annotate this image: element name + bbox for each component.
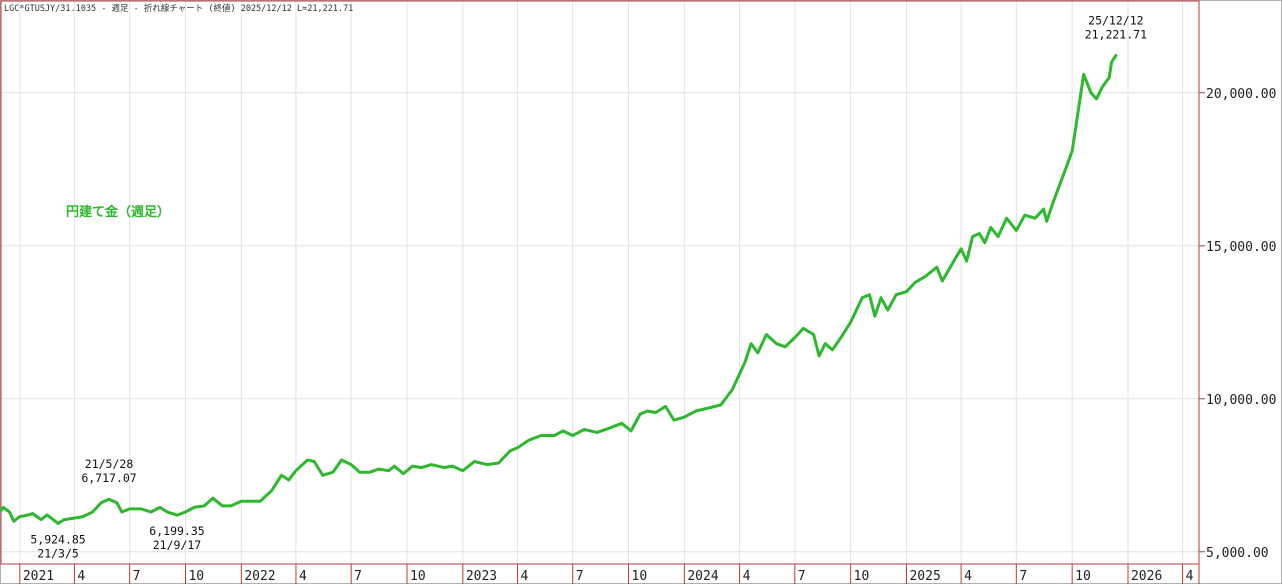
x-tick-label-6: 7 bbox=[354, 569, 362, 584]
annotation-3-line2: 21,221.71 bbox=[1085, 27, 1147, 41]
series-layer bbox=[0, 53, 1118, 525]
annotation-2-line2: 21/9/17 bbox=[153, 538, 202, 552]
x-tick-label-2: 7 bbox=[133, 569, 141, 584]
x-tick-label-5: 4 bbox=[299, 569, 307, 584]
y-tick-label-2: 15,000.00 bbox=[1206, 240, 1276, 255]
x-tick-label-12: 2024 bbox=[687, 569, 718, 584]
annotation-2-line1: 6,199.35 bbox=[149, 524, 204, 538]
annotation-1-line2: 6,717.07 bbox=[81, 471, 136, 485]
y-tick-label-0: 5,000.00 bbox=[1206, 546, 1269, 561]
x-tick-label-8: 2023 bbox=[466, 569, 497, 584]
x-tick-label-19: 10 bbox=[1075, 569, 1091, 584]
x-tick-label-15: 10 bbox=[854, 569, 870, 584]
x-tick-label-10: 7 bbox=[576, 569, 584, 584]
annotation-1-line1: 21/5/28 bbox=[85, 457, 134, 471]
x-tick-label-4: 2022 bbox=[244, 569, 275, 584]
x-tick-label-14: 7 bbox=[798, 569, 806, 584]
x-tick-label-21: 4 bbox=[1186, 569, 1194, 584]
gridlines bbox=[1, 1, 1199, 564]
series-line-0 bbox=[0, 53, 1118, 525]
x-tick-label-20: 2026 bbox=[1131, 569, 1162, 584]
y-tick-label-3: 20,000.00 bbox=[1206, 87, 1276, 102]
chart-header: LGC*GTUSJY/31.1035 - 週足 - 折れ線チャート (終値) 2… bbox=[4, 3, 353, 14]
x-tick-label-1: 4 bbox=[77, 569, 85, 584]
annotation-3-line1: 25/12/12 bbox=[1088, 13, 1143, 27]
annotation-0-line1: 5,924.85 bbox=[30, 532, 85, 546]
x-tick-label-0: 2021 bbox=[23, 569, 54, 584]
annotation-0-line2: 21/3/5 bbox=[37, 546, 79, 560]
x-tick-label-9: 4 bbox=[520, 569, 528, 584]
x-tick-label-7: 10 bbox=[410, 569, 426, 584]
y-tick-label-1: 10,000.00 bbox=[1206, 393, 1276, 408]
x-tick-label-16: 2025 bbox=[909, 569, 940, 584]
chart-title: 円建て金（週足） bbox=[66, 204, 170, 220]
axis-ticks: 5,000.00 10,000.00 15,000.00 20,000.00 2021 4… bbox=[19, 87, 1276, 584]
x-tick-label-18: 7 bbox=[1019, 569, 1027, 584]
x-tick-label-3: 10 bbox=[188, 569, 204, 584]
x-tick-label-13: 4 bbox=[743, 569, 751, 584]
x-tick-label-17: 4 bbox=[964, 569, 972, 584]
x-tick-label-11: 10 bbox=[632, 569, 648, 584]
